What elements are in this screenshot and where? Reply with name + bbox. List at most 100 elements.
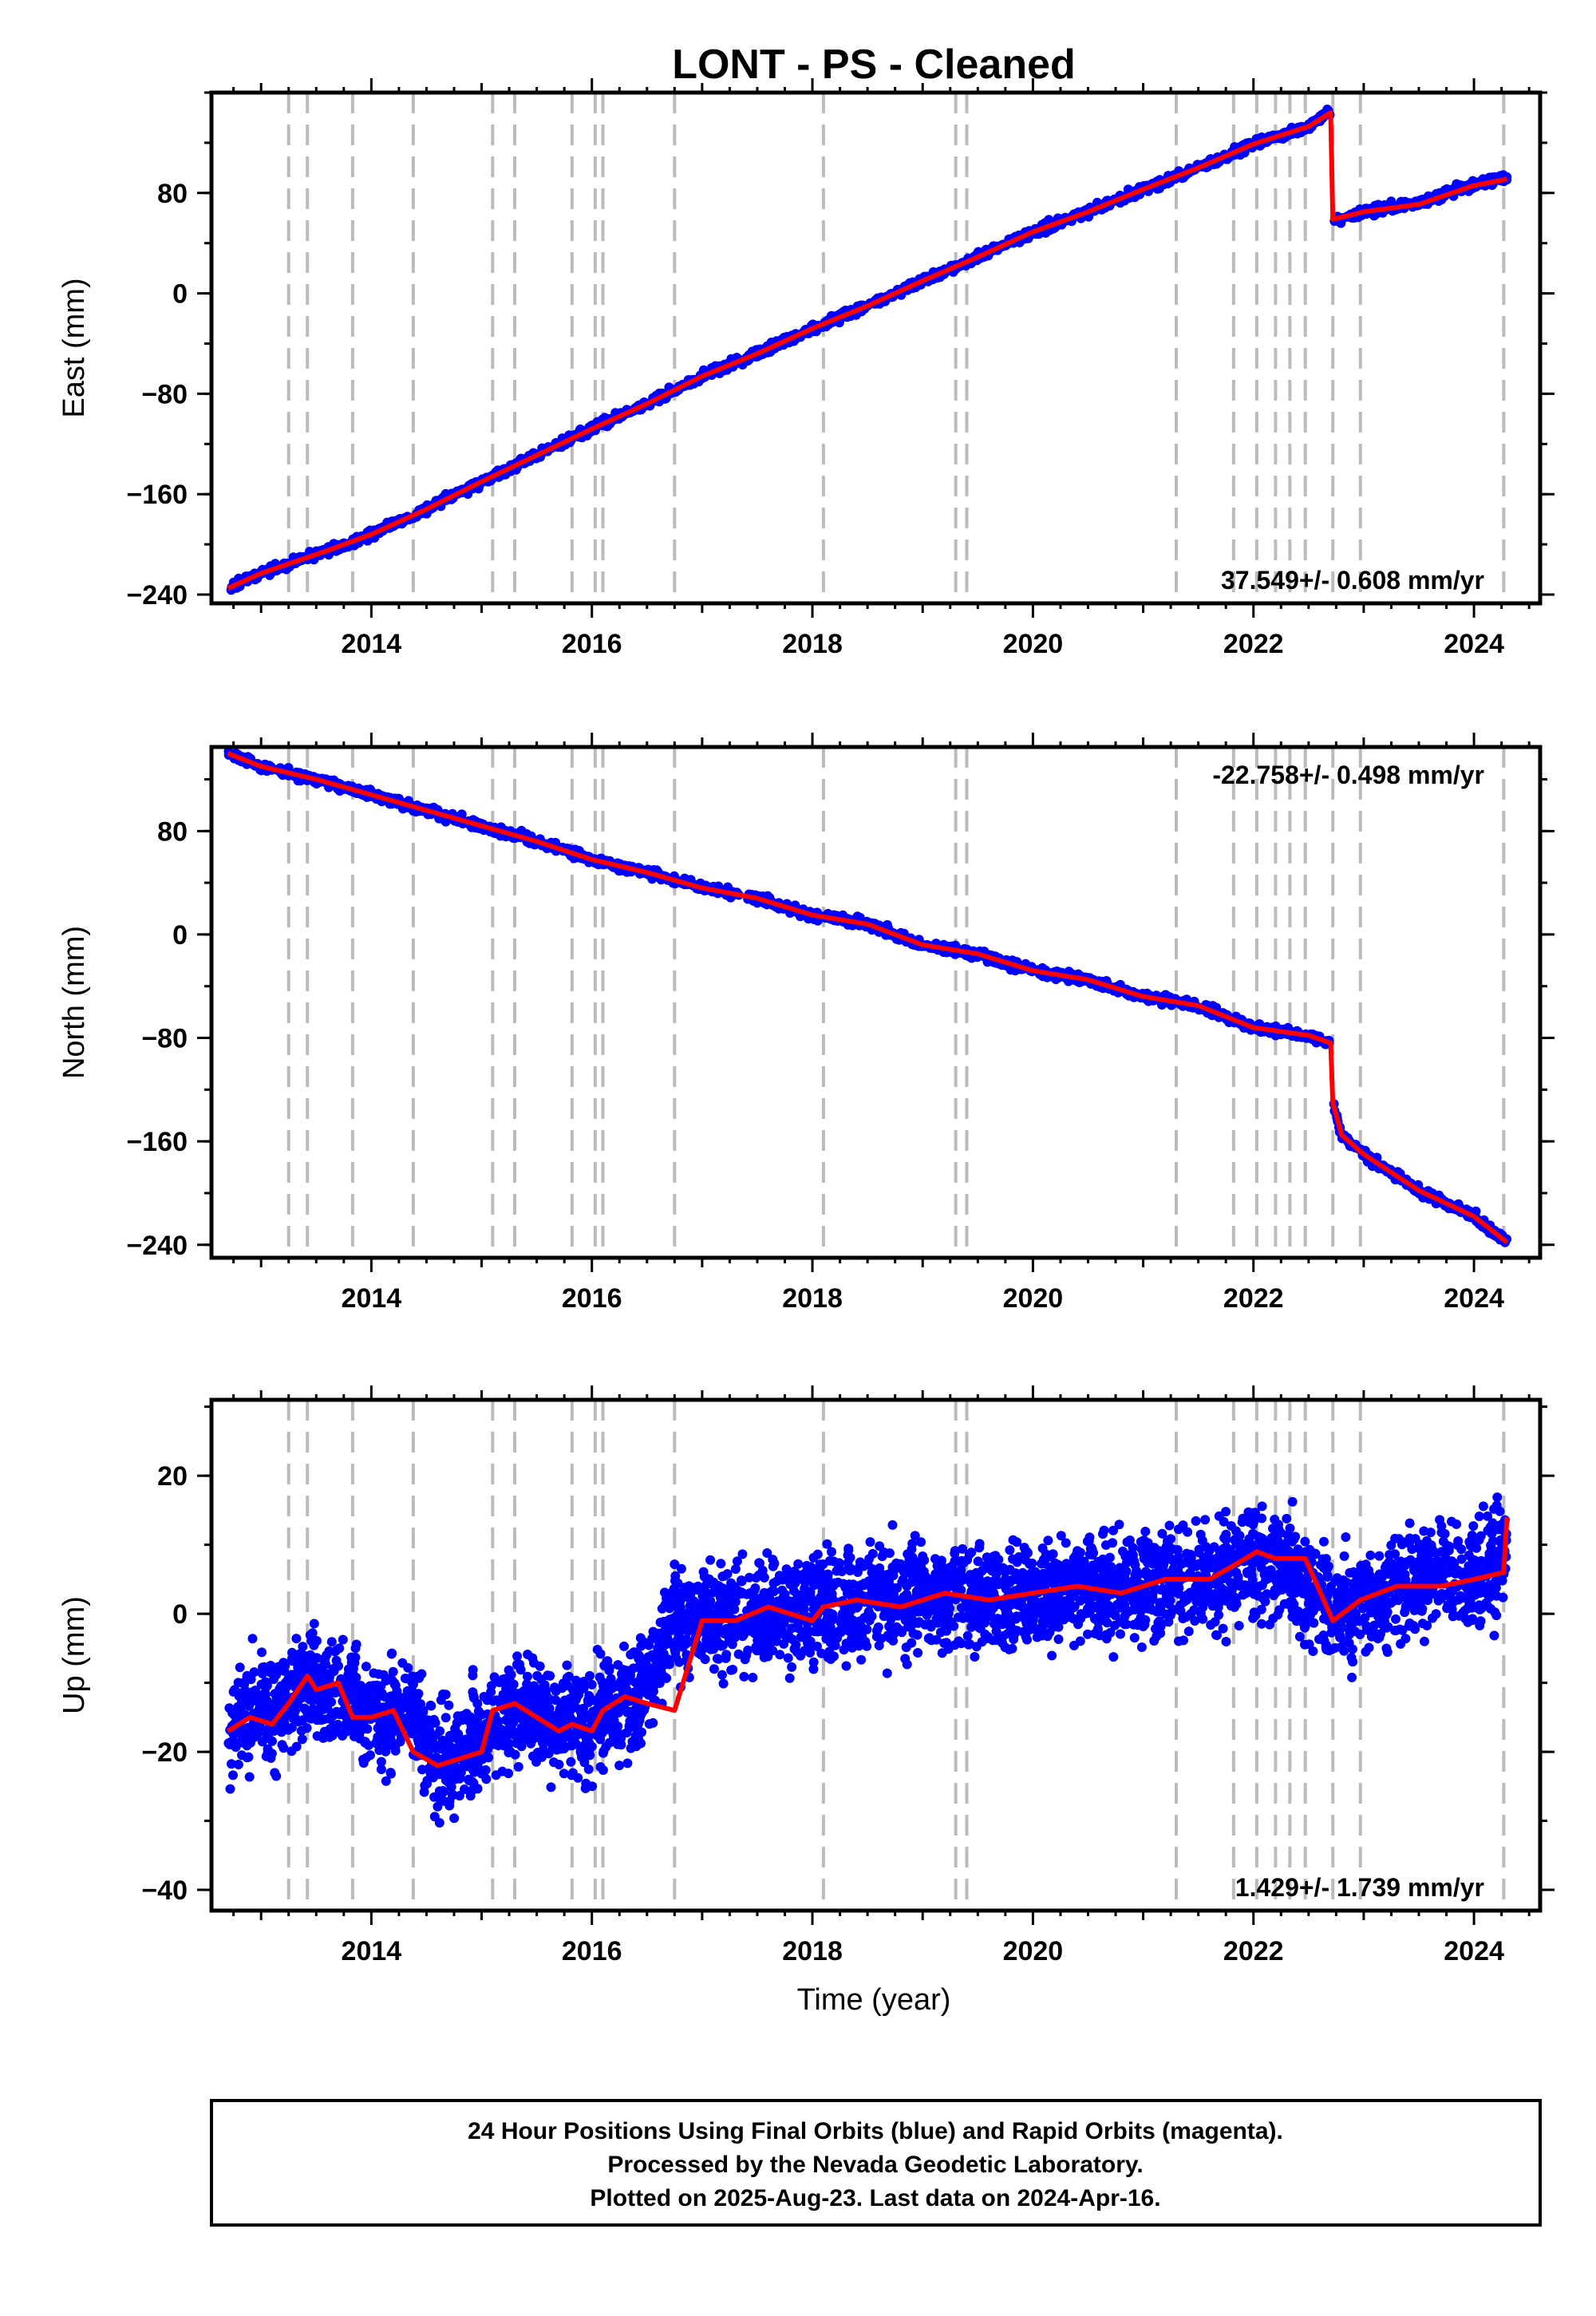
data-point bbox=[511, 1692, 521, 1701]
data-point bbox=[449, 1813, 460, 1824]
data-point bbox=[241, 1698, 251, 1709]
data-point bbox=[224, 1703, 235, 1713]
data-point bbox=[444, 1700, 454, 1710]
data-point bbox=[360, 1737, 370, 1748]
data-point bbox=[562, 1660, 572, 1670]
panel-north: 2014 2016 2018 2020 2022 2024−240−160−80080No… bbox=[57, 733, 1555, 1314]
rate-label-east: 37.549+/- 0.608 mm/yr bbox=[1221, 566, 1484, 595]
x-tick-label-2014: 2014 bbox=[342, 629, 402, 659]
data-point bbox=[425, 1745, 435, 1755]
data-points-east bbox=[226, 105, 1512, 595]
data-point bbox=[333, 1719, 343, 1729]
data-point bbox=[447, 1743, 457, 1753]
data-point bbox=[240, 1686, 250, 1696]
data-point bbox=[296, 1653, 306, 1663]
data-point bbox=[361, 1662, 371, 1672]
data-point bbox=[388, 1666, 398, 1677]
panel-east: 2014 2016 2018 2020 2022 2024−240−160−80080Ea… bbox=[57, 78, 1555, 659]
x-tick-label-2022: 2022 bbox=[1223, 1283, 1284, 1314]
rate-label-north: -22.758+/- 0.498 mm/yr bbox=[1212, 761, 1484, 789]
data-point bbox=[481, 1774, 492, 1784]
data-point bbox=[259, 1703, 269, 1713]
data-point bbox=[286, 1722, 297, 1733]
data-point bbox=[247, 1634, 258, 1644]
data-point bbox=[425, 1700, 436, 1710]
data-point bbox=[409, 1721, 420, 1732]
data-point bbox=[309, 1618, 319, 1629]
data-point bbox=[279, 1743, 289, 1753]
data-point bbox=[409, 1714, 419, 1725]
data-point bbox=[386, 1729, 397, 1739]
data-point bbox=[417, 1765, 427, 1775]
data-point bbox=[544, 1695, 555, 1705]
data-point bbox=[382, 1741, 393, 1751]
y-tick-label: −160 bbox=[126, 1127, 188, 1157]
data-point bbox=[290, 1699, 300, 1709]
data-point bbox=[306, 1695, 317, 1705]
data-point bbox=[462, 1761, 472, 1772]
data-point bbox=[348, 1668, 358, 1678]
data-point bbox=[326, 1637, 337, 1647]
figure-title: LONT - PS - Cleaned bbox=[672, 41, 1076, 88]
data-point bbox=[392, 1686, 402, 1696]
data-point bbox=[544, 1709, 555, 1719]
data-point bbox=[465, 1791, 476, 1801]
data-point bbox=[228, 1735, 238, 1745]
data-point bbox=[566, 1757, 576, 1767]
x-tick-label-2016: 2016 bbox=[562, 1283, 622, 1314]
data-point bbox=[551, 1695, 561, 1705]
x-tick-label-2024: 2024 bbox=[1444, 1283, 1504, 1314]
data-point bbox=[395, 1701, 405, 1711]
data-point bbox=[374, 1731, 385, 1741]
data-point bbox=[576, 1749, 587, 1759]
data-point bbox=[244, 1772, 255, 1782]
data-point bbox=[559, 1769, 569, 1779]
data-point bbox=[437, 1738, 448, 1749]
data-point bbox=[434, 1786, 444, 1796]
frame-north bbox=[209, 745, 1543, 1260]
data-point bbox=[312, 1668, 322, 1678]
data-point bbox=[291, 1741, 302, 1752]
data-point bbox=[562, 1673, 572, 1683]
data-point bbox=[395, 1737, 405, 1747]
data-point bbox=[242, 1672, 252, 1682]
data-point bbox=[529, 1658, 539, 1668]
data-point bbox=[350, 1643, 361, 1654]
x-tick-label-2018: 2018 bbox=[782, 629, 843, 659]
data-point bbox=[440, 1751, 451, 1761]
data-point bbox=[227, 1759, 236, 1769]
data-point bbox=[355, 1689, 365, 1699]
data-point bbox=[261, 1751, 271, 1761]
data-point bbox=[263, 1725, 273, 1735]
data-point bbox=[510, 1749, 520, 1760]
data-point bbox=[257, 1647, 267, 1658]
data-point bbox=[249, 1732, 259, 1742]
data-point bbox=[440, 1775, 451, 1785]
data-point bbox=[235, 1662, 245, 1673]
data-point bbox=[438, 1689, 448, 1699]
data-point bbox=[488, 1696, 498, 1706]
data-point bbox=[385, 1768, 396, 1778]
data-point bbox=[290, 1713, 301, 1724]
data-point bbox=[527, 1696, 538, 1706]
data-point bbox=[237, 1732, 247, 1742]
data-point bbox=[306, 1636, 317, 1646]
data-point bbox=[551, 1686, 561, 1696]
model-line-north bbox=[227, 751, 1509, 1244]
data-point bbox=[287, 1654, 297, 1664]
data-point bbox=[472, 1714, 483, 1725]
data-point bbox=[414, 1673, 425, 1683]
data-point bbox=[525, 1721, 535, 1732]
y-tick-label: −80 bbox=[141, 379, 188, 409]
x-tick-label-2022: 2022 bbox=[1223, 629, 1284, 659]
plot-area-up bbox=[223, 1400, 1511, 1911]
x-tick-label-2020: 2020 bbox=[1003, 1283, 1064, 1314]
data-point bbox=[225, 1784, 235, 1794]
data-point bbox=[469, 1767, 480, 1777]
data-point bbox=[408, 1679, 418, 1690]
data-point bbox=[318, 1704, 329, 1714]
data-point bbox=[296, 1725, 306, 1736]
data-point bbox=[545, 1670, 555, 1681]
data-point bbox=[373, 1669, 384, 1679]
data-point bbox=[350, 1652, 361, 1662]
